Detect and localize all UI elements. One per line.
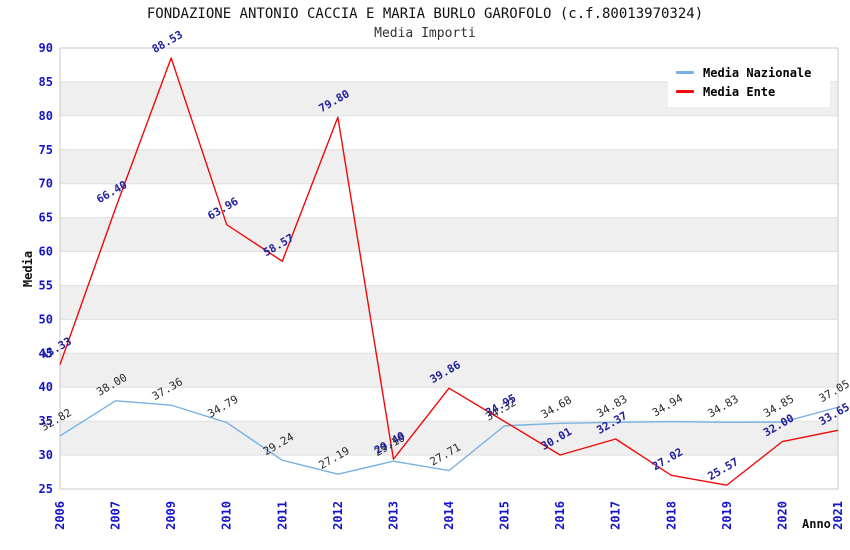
plot-band bbox=[60, 217, 838, 252]
x-tick-label: 2009 bbox=[164, 501, 178, 530]
legend-item-media-nazionale: Media Nazionale bbox=[676, 63, 822, 82]
x-tick-label: 2012 bbox=[331, 501, 345, 530]
x-tick-label: 2011 bbox=[275, 501, 289, 530]
x-tick-label: 2006 bbox=[53, 501, 67, 530]
media-nazionale-line bbox=[59, 400, 839, 475]
y-tick-label: 60 bbox=[39, 245, 53, 259]
plot-band bbox=[60, 149, 838, 184]
y-tick-label: 55 bbox=[39, 278, 53, 292]
y-tick-label: 85 bbox=[39, 75, 53, 89]
y-tick-label: 80 bbox=[39, 109, 53, 123]
legend: Media Nazionale Media Ente bbox=[668, 57, 830, 107]
x-tick-label: 2007 bbox=[109, 501, 123, 530]
x-tick-label: 2014 bbox=[442, 501, 456, 530]
x-tick-label: 2010 bbox=[220, 501, 234, 530]
media-nazionale-value-label: 34.68 bbox=[539, 393, 574, 421]
plot-border bbox=[59, 47, 839, 490]
y-tick-label: 30 bbox=[39, 448, 53, 462]
media-ente-value-label: 88.53 bbox=[150, 28, 185, 56]
plot-band bbox=[60, 353, 838, 388]
y-tick-label: 65 bbox=[39, 211, 53, 225]
plot-band bbox=[60, 285, 838, 320]
media-ente-line bbox=[59, 57, 839, 486]
media-nazionale-value-label: 34.94 bbox=[650, 391, 686, 419]
x-tick-label: 2017 bbox=[609, 501, 623, 530]
chart-title: FONDAZIONE ANTONIO CACCIA E MARIA BURLO … bbox=[146, 6, 704, 22]
x-tick-label: 2020 bbox=[775, 501, 789, 530]
x-tick-label: 2018 bbox=[664, 501, 678, 530]
media-ente-swatch-icon bbox=[676, 90, 694, 93]
y-tick-label: 90 bbox=[39, 41, 53, 55]
y-tick-label: 45 bbox=[39, 346, 53, 360]
legend-item-media-ente: Media Ente bbox=[676, 82, 822, 101]
x-tick-label: 2021 bbox=[831, 501, 845, 530]
x-axis-title: Anno bbox=[802, 517, 831, 531]
chart-subtitle: Media Importi bbox=[374, 26, 476, 41]
y-tick-label: 40 bbox=[39, 380, 53, 394]
y-tick-label: 35 bbox=[39, 414, 53, 428]
media-nazionale-swatch-icon bbox=[676, 71, 694, 74]
media-nazionale-value-label: 34.83 bbox=[706, 392, 741, 420]
x-tick-label: 2013 bbox=[386, 501, 400, 530]
media-nazionale-value-label: 34.79 bbox=[205, 393, 240, 421]
legend-label: Media Nazionale bbox=[703, 65, 812, 80]
x-tick-label: 2015 bbox=[498, 501, 512, 530]
x-tick-label: 2019 bbox=[720, 501, 734, 530]
plot-band bbox=[60, 421, 838, 456]
x-tick-label: 2016 bbox=[553, 501, 567, 530]
y-tick-label: 75 bbox=[39, 143, 53, 157]
y-tick-label: 70 bbox=[39, 177, 53, 191]
legend-label: Media Ente bbox=[703, 84, 776, 99]
y-tick-label: 25 bbox=[39, 482, 53, 496]
y-tick-label: 50 bbox=[39, 312, 53, 326]
